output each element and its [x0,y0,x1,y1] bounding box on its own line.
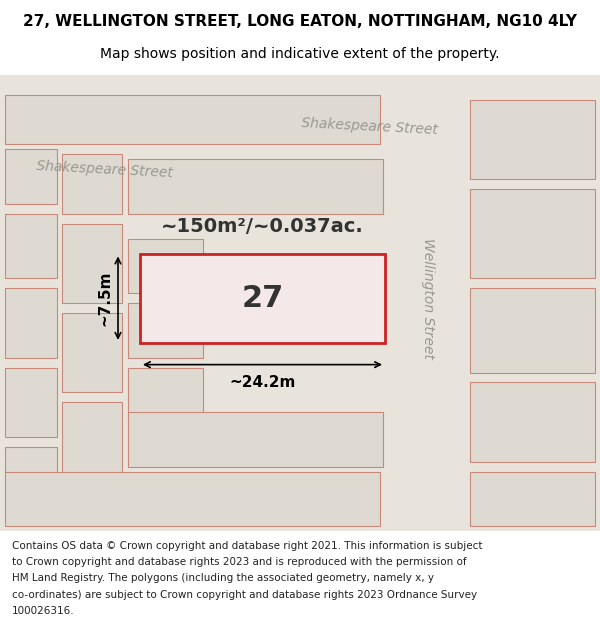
Text: Shakespeare Street: Shakespeare Street [37,159,173,180]
Bar [470,472,595,526]
Text: 100026316.: 100026316. [12,606,74,616]
Text: HM Land Registry. The polygons (including the associated geometry, namely x, y: HM Land Registry. The polygons (includin… [12,574,434,584]
Bar [5,149,57,204]
Bar [5,472,380,526]
Bar [470,189,595,278]
Bar [62,224,122,303]
Bar [5,288,57,357]
Text: Contains OS data © Crown copyright and database right 2021. This information is : Contains OS data © Crown copyright and d… [12,541,482,551]
Bar [128,303,203,358]
Text: ~7.5m: ~7.5m [97,271,112,326]
Bar [128,239,203,293]
Bar [128,368,203,422]
Text: ~24.2m: ~24.2m [229,374,296,389]
Text: ~150m²/~0.037ac.: ~150m²/~0.037ac. [161,217,364,236]
Bar [140,254,385,343]
Bar [62,313,122,392]
Bar [5,447,57,521]
Bar [5,95,380,144]
Text: Shakespeare Street: Shakespeare Street [301,116,439,137]
Text: Map shows position and indicative extent of the property.: Map shows position and indicative extent… [100,47,500,61]
Bar [470,100,595,179]
Polygon shape [0,75,600,144]
Bar [62,154,122,214]
Bar [390,75,465,531]
Bar [5,214,57,278]
Bar [5,368,57,437]
Bar [128,159,383,214]
Text: 27: 27 [241,284,284,312]
Text: 27, WELLINGTON STREET, LONG EATON, NOTTINGHAM, NG10 4LY: 27, WELLINGTON STREET, LONG EATON, NOTTI… [23,14,577,29]
Bar [128,412,383,467]
Bar [470,288,595,372]
Bar [62,402,122,482]
Text: Wellington Street: Wellington Street [421,238,435,359]
Text: to Crown copyright and database rights 2023 and is reproduced with the permissio: to Crown copyright and database rights 2… [12,557,467,567]
Text: co-ordinates) are subject to Crown copyright and database rights 2023 Ordnance S: co-ordinates) are subject to Crown copyr… [12,590,477,600]
Bar [470,382,595,462]
